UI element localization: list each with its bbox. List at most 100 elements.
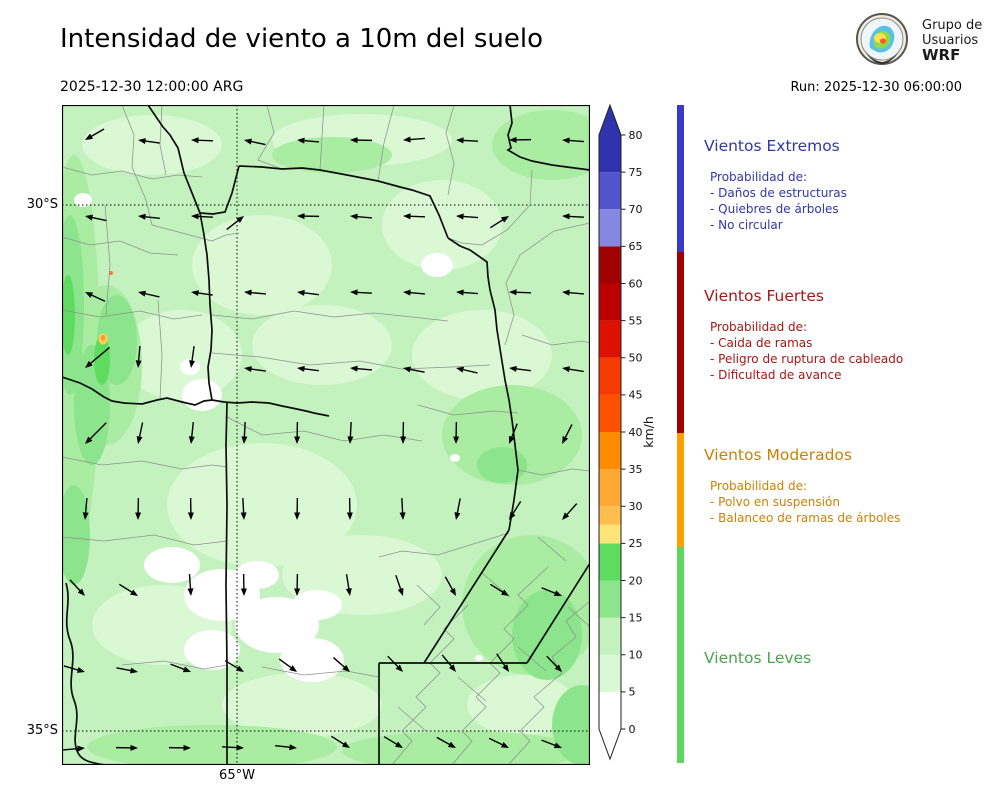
province-boundaries: [61, 104, 593, 766]
colorbar-svg: 0 5 10 15 20 25 30 35 40 45 50 55 60 65 70 75 80 km/h: [598, 103, 656, 761]
wind-arrow: [347, 421, 354, 444]
wind-arrow: [187, 574, 194, 596]
wind-arrow: [240, 573, 247, 596]
wind-arrow: [85, 346, 110, 368]
colorbar-segment: [599, 617, 621, 655]
calm-wind-patches: [74, 193, 483, 682]
colorbar-segment: [599, 209, 621, 247]
wind-arrow: [562, 137, 584, 144]
wind-arrow: [345, 574, 352, 596]
colorbar-unit-label: km/h: [641, 416, 656, 448]
wind-arrow: [135, 346, 142, 368]
wind-map-svg: [48, 104, 612, 771]
wind-arrow: [116, 667, 138, 674]
wind-arrow: [226, 216, 244, 231]
wind-arrow: [297, 213, 320, 220]
colorbar-tick-label: 10: [629, 649, 643, 662]
wind-arrow: [562, 366, 584, 373]
wind-arrow: [118, 583, 138, 596]
legend-prob-label: Probabilidad de:: [710, 479, 808, 493]
wind-arrow: [241, 421, 248, 444]
legend-item: - Polvo en suspensión: [710, 495, 840, 509]
wind-arrow: [115, 744, 138, 751]
page-title: Intensidad de viento a 10m del suelo: [60, 24, 544, 54]
wind-arrow: [456, 213, 478, 220]
colorbar-tick-label: 0: [629, 723, 636, 736]
wind-arrow: [403, 366, 425, 373]
wind-arrow: [244, 366, 266, 373]
run-time-label: Run: 2025-12-30 06:00:00: [790, 80, 962, 95]
colorbar-segment: [599, 580, 621, 618]
wind-arrow: [496, 653, 509, 672]
wind-arrow: [509, 365, 531, 372]
wind-arrow: [85, 292, 106, 302]
colorbar-over-arrow: [599, 105, 621, 135]
wind-arrow: [294, 421, 301, 444]
colorbar-segment: [599, 432, 621, 470]
wind-arrow: [191, 213, 214, 220]
colorbar-tick-label: 25: [629, 537, 643, 550]
wind-arrow: [138, 290, 160, 298]
colorbar-segment: [599, 469, 621, 507]
wind-arrow: [240, 497, 247, 520]
wind-arrow: [244, 289, 266, 296]
wind-arrow: [562, 289, 584, 296]
legend-title: Vientos Extremos: [704, 137, 840, 155]
wind-arrow: [403, 289, 425, 296]
wind-arrow: [330, 735, 350, 748]
wind-arrow: [297, 365, 319, 372]
legend-title: Vientos Leves: [704, 649, 812, 667]
legend-strip-segment: [677, 252, 684, 433]
legend-item: - No circular: [710, 218, 783, 232]
wind-arrow: [294, 573, 301, 596]
legend-section-fuertes: Vientos Fuertes Probabilidad de: - Caida…: [704, 287, 974, 383]
wind-arrow: [136, 422, 144, 444]
wind-arrow: [454, 498, 461, 520]
wind-arrow: [562, 503, 578, 520]
wind-arrow: [456, 137, 479, 144]
wind-arrow: [403, 136, 425, 143]
wind-arrow: [541, 587, 562, 596]
logo-line-2: Usuarios: [922, 32, 979, 48]
wind-arrow: [350, 137, 373, 144]
colorbar-segment: [599, 654, 621, 692]
wind-arrow: [436, 736, 456, 748]
lat-label-35s: 35°S: [26, 723, 58, 738]
wind-arrow: [395, 574, 404, 596]
legend-prob-label: Probabilidad de:: [710, 170, 808, 184]
wind-arrow: [562, 213, 585, 220]
colorbar-segment: [599, 135, 621, 173]
colorbar-tick-label: 65: [629, 240, 643, 253]
wind-arrow: [489, 216, 509, 229]
colorbar-segment: [599, 357, 621, 395]
colorbar-segment: [599, 543, 621, 581]
wind-arrow: [489, 583, 509, 596]
wind-arrows: [63, 128, 585, 752]
wind-arrow: [297, 137, 319, 144]
wind-arrow: [456, 366, 478, 374]
wind-arrow: [509, 289, 532, 296]
wind-arrow: [85, 214, 107, 222]
legend-item: - Quiebres de árboles: [710, 202, 839, 216]
strong-wind-spot: [98, 271, 113, 345]
colorbar-tick-label: 75: [629, 166, 643, 179]
wind-arrow: [509, 423, 518, 444]
graticule: [62, 105, 590, 765]
colorbar-tick-label: 70: [629, 203, 643, 216]
legend-section-leves: Vientos Leves: [704, 649, 974, 681]
wind-arrow: [275, 744, 297, 751]
colorbar-segment: [599, 394, 621, 432]
colorbar-tick-label: 15: [629, 611, 643, 624]
legend-item: - Daños de estructuras: [710, 186, 847, 200]
colorbar-tick-label: 30: [629, 500, 643, 513]
wind-arrow: [221, 744, 244, 751]
legend-title: Vientos Moderados: [704, 446, 852, 464]
wind-arrow: [453, 421, 460, 444]
wind-arrow: [138, 213, 160, 220]
colorbar-segment: [599, 172, 621, 210]
wind-arrow: [444, 576, 456, 596]
wind-arrow: [403, 213, 426, 220]
colorbar-under-arrow: [599, 729, 621, 759]
wind-arrow: [509, 500, 522, 520]
